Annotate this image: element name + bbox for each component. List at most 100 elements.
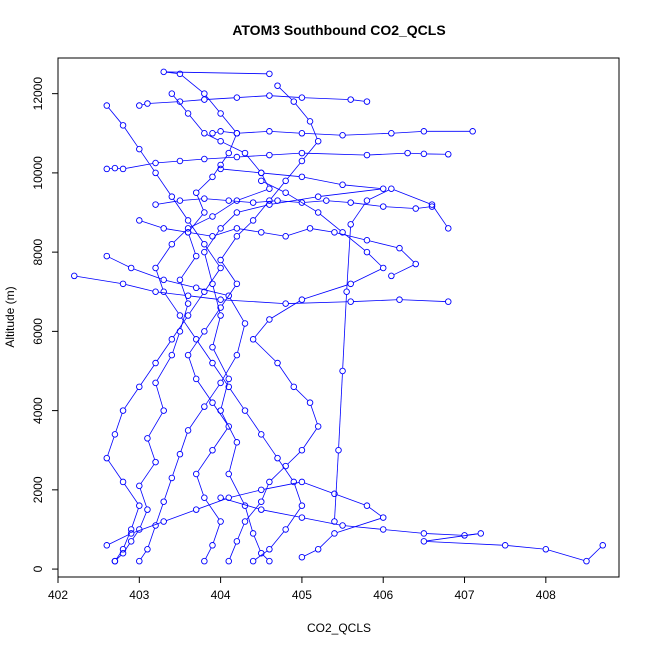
series-5-point-5 (266, 92, 273, 99)
series-15-point-2 (160, 518, 167, 525)
series-12-point-1 (176, 197, 184, 204)
series-7-point-3 (343, 288, 350, 295)
series-6-point-1 (217, 128, 224, 135)
series-6-segment-6 (394, 131, 422, 134)
series-13-point-13 (217, 256, 224, 264)
series-2-segment-10 (410, 152, 422, 155)
series-4-point-6 (347, 298, 354, 305)
y-tick-label-0: 0 (31, 565, 45, 572)
series-2-point-10 (404, 149, 411, 157)
series-8-point-10 (176, 450, 184, 458)
series-9-point-8 (266, 316, 273, 323)
series-2-segment-8 (304, 152, 365, 156)
series-0-segment-14 (188, 234, 196, 254)
series-9-segment-12 (310, 405, 318, 424)
series-15-point-6 (298, 478, 306, 486)
series-5-segment-5 (272, 95, 300, 98)
series-10-point-24 (249, 557, 257, 565)
series-13-segment-10 (205, 309, 220, 330)
series-3-point-1 (258, 506, 265, 513)
series-14-segment-2 (190, 232, 210, 237)
series-3-segment-10 (548, 549, 584, 561)
series-13-segment-19 (310, 123, 318, 139)
series-10-segment-2 (206, 134, 219, 141)
series-13-point-21 (290, 98, 298, 105)
series-10-segment-23 (255, 550, 268, 560)
series-10-point-8 (209, 213, 216, 220)
series-13-segment-17 (287, 162, 301, 179)
series-10-segment-16 (229, 388, 244, 409)
series-10-segment-11 (156, 270, 164, 290)
series-0-segment-15 (189, 214, 203, 231)
series-10-segment-6 (239, 189, 267, 201)
series-10-segment-0 (173, 95, 187, 112)
series-9-point-18 (241, 518, 249, 525)
series-7-point-5 (363, 197, 371, 204)
series-9-segment-11 (295, 388, 309, 402)
series-6-point-3 (266, 128, 273, 135)
series-13-segment-12 (221, 262, 236, 282)
series-0-segment-2 (132, 531, 139, 540)
series-1-point-0 (217, 165, 224, 173)
series-0-segment-24 (166, 71, 178, 74)
series-13-segment-0 (205, 547, 212, 559)
series-10-point-15 (209, 359, 216, 367)
series-7-point-8 (445, 225, 452, 232)
series-0-segment-21 (222, 115, 236, 132)
series-1-point-17 (241, 502, 249, 509)
series-5-point-3 (201, 96, 208, 103)
series-8-segment-9 (180, 432, 188, 452)
series-8-point-3 (192, 284, 200, 292)
series-8-segment-4 (229, 297, 244, 322)
series-2-segment-6 (239, 154, 267, 158)
series-10-point-22 (282, 526, 289, 533)
series-1-segment-18 (253, 535, 261, 551)
series-13-point-12 (233, 280, 241, 288)
x-axis-label: CO2_QCLS (307, 621, 371, 635)
series-7-segment-1 (338, 373, 343, 448)
series-9-segment-17 (246, 503, 260, 520)
series-15-segment-9 (336, 518, 381, 533)
series-14-segment-6 (288, 228, 308, 236)
series-10-segment-1 (189, 115, 203, 132)
series-5-segment-3 (207, 97, 235, 100)
series-11-segment-10 (156, 341, 171, 361)
series-0-segment-25 (166, 71, 267, 75)
series-9-point-1 (282, 189, 289, 196)
series-8-segment-5 (237, 326, 245, 353)
series-14-segment-3 (215, 228, 235, 236)
series-13-segment-3 (196, 476, 204, 496)
series-6-point-5 (339, 132, 346, 139)
series-2-point-2 (119, 165, 127, 173)
series-1-segment-3 (345, 184, 381, 189)
series-7-segment-0 (334, 452, 339, 519)
series-3-segment-1 (263, 509, 300, 518)
series-0-point-18 (209, 173, 216, 181)
series-1-point-9 (201, 248, 208, 256)
series-10-point-20 (290, 478, 298, 486)
series-1-point-13 (225, 375, 232, 383)
series-10-segment-14 (197, 341, 212, 361)
series-11-segment-16 (124, 484, 139, 504)
series-11-point-15 (103, 454, 111, 462)
series-13-segment-15 (254, 202, 268, 219)
series-15-point-9 (379, 514, 387, 521)
series-10-segment-22 (270, 531, 285, 548)
series-11-segment-0 (108, 107, 122, 124)
series-15-segment-1 (133, 522, 162, 533)
x-tick-label-4: 406 (373, 588, 393, 602)
series-14-point-5 (258, 229, 265, 236)
series-4-point-5 (282, 300, 289, 307)
series-13-point-19 (314, 137, 322, 145)
series-3-segment-9 (507, 545, 544, 550)
series-12-point-2 (201, 195, 208, 202)
series-11-point-20 (111, 557, 119, 565)
series-12-segment-10 (418, 206, 430, 209)
series-12-segment-8 (353, 202, 381, 207)
series-4-point-8 (445, 298, 452, 305)
series-1-point-20 (266, 557, 273, 565)
series-1-segment-14 (221, 412, 236, 440)
x-tick-label-3: 405 (292, 588, 312, 602)
series-13-point-18 (298, 157, 306, 165)
series-0-segment-20 (229, 135, 237, 151)
